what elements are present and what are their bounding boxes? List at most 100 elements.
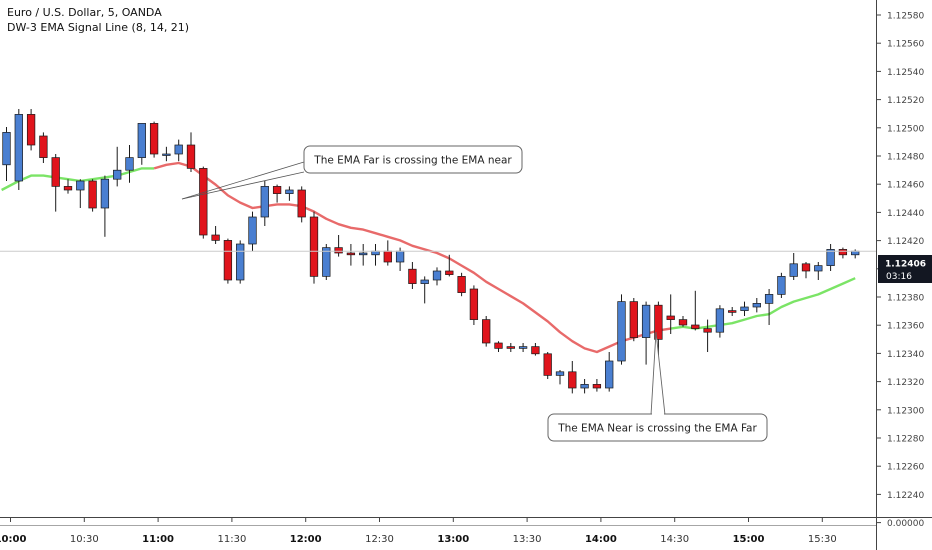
y-tick-label: 1.12460: [887, 181, 924, 191]
y-tick-label: 0.00000: [887, 519, 924, 529]
y-tick-label: 1.12580: [887, 12, 924, 22]
price-tag: 1.12406 03:16: [878, 255, 932, 283]
candle: [359, 244, 368, 266]
x-tick-label: 10:00: [0, 534, 26, 545]
candle-body-down: [149, 123, 159, 155]
x-tick-label: 15:00: [733, 534, 765, 545]
candle: [334, 235, 343, 257]
candle: [211, 226, 220, 244]
x-tick-label: 11:00: [142, 534, 174, 545]
candle-body-up: [359, 252, 368, 256]
candle-body-down: [592, 384, 602, 389]
candle: [531, 343, 540, 356]
candle-body-up: [174, 144, 183, 155]
y-tick-label: 1.12360: [887, 322, 924, 332]
candle-body-up: [76, 180, 85, 191]
candle-body-down: [728, 310, 737, 313]
countdown-value: 03:16: [886, 272, 912, 282]
candle: [162, 146, 171, 162]
candle: [408, 262, 417, 289]
candle-body-down: [334, 247, 343, 254]
y-tick-label: 1.12540: [887, 68, 924, 78]
candle-body-down: [543, 353, 552, 376]
y-tick-label: 1.12340: [887, 350, 924, 360]
candle: [506, 343, 515, 352]
candle-body-down: [408, 268, 417, 284]
candle: [641, 301, 651, 365]
candle-body-up: [555, 371, 565, 376]
candle: [715, 305, 725, 338]
y-tick-label: 1.12420: [887, 237, 924, 247]
candle-body-up: [580, 384, 589, 389]
candle: [543, 352, 552, 379]
ema-far-line: [153, 161, 671, 354]
x-tick-label: 15:30: [808, 534, 837, 545]
candle: [568, 361, 577, 394]
candle: [346, 244, 356, 266]
candle-body-down: [691, 324, 700, 329]
candle: [580, 379, 589, 394]
candle: [789, 253, 798, 280]
candle-body-up: [14, 114, 23, 182]
candle: [51, 154, 60, 212]
candle-body-down: [703, 328, 712, 333]
candle-body-down: [383, 250, 392, 263]
candle-body-up: [617, 301, 626, 362]
y-tick-label: 1.12480: [887, 153, 924, 163]
candle-body-up: [2, 132, 11, 166]
x-tick-label: 12:30: [365, 534, 394, 545]
candle: [88, 179, 97, 212]
ema-near-line: [670, 277, 856, 330]
candle: [617, 294, 626, 365]
candle-body-up: [420, 279, 429, 284]
candle: [26, 109, 36, 151]
callout-near-text: The EMA Near is crossing the EMA Far: [557, 423, 757, 435]
candle-body-down: [654, 304, 663, 340]
candle-body-up: [641, 304, 651, 338]
y-tick-label: 1.12300: [887, 406, 924, 416]
candle-body-down: [469, 288, 479, 320]
candle-body-down: [457, 276, 466, 293]
candle: [113, 146, 122, 187]
candle-body-up: [236, 243, 245, 281]
candle-body-down: [838, 249, 848, 256]
candle-body-down: [199, 168, 208, 236]
candle-body-up: [260, 186, 269, 218]
y-tick-label: 1.12320: [887, 378, 924, 388]
candle: [186, 132, 196, 172]
candle-body-up: [814, 265, 823, 272]
indicator-title[interactable]: DW-3 EMA Signal Line (8, 14, 21): [7, 21, 190, 34]
callout-far-box: [303, 145, 523, 174]
y-tick-label: 1.12380: [887, 294, 924, 304]
candle: [149, 121, 159, 158]
candle-body-up: [764, 294, 774, 304]
candle-body-down: [88, 180, 97, 209]
candle: [322, 244, 331, 280]
candle-body-up: [518, 346, 528, 349]
callouts: The EMA Far is crossing the EMA near The…: [181, 145, 768, 442]
x-tick-label: 14:30: [660, 534, 689, 545]
callout-far-pointer: [181, 171, 305, 200]
candle: [592, 379, 602, 392]
candle: [76, 179, 85, 208]
x-axis[interactable]: 10:00 10:30 11:00 11:30 12:00 12:30 13:00 13:30…: [0, 517, 837, 545]
x-tick-label: 13:30: [513, 534, 542, 545]
callout-far-text: The EMA Far is crossing the EMA near: [313, 155, 512, 167]
candle-body-down: [801, 263, 811, 272]
candle: [383, 240, 392, 266]
y-axis[interactable]: 1.12580 1.12560 1.12540 1.12520 1.12500 1.124…: [876, 12, 924, 530]
candle-body-up: [432, 270, 442, 281]
candle: [838, 247, 848, 259]
candle-body-up: [789, 263, 798, 277]
y-tick-label: 1.12260: [887, 463, 924, 473]
candle: [764, 289, 774, 325]
candle: [605, 352, 614, 392]
candle: [309, 211, 319, 284]
y-tick-label: 1.12240: [887, 491, 924, 501]
candle-body-up: [137, 123, 146, 158]
symbol-title[interactable]: Euro / U.S. Dollar, 5, OANDA: [7, 6, 162, 19]
candle-body-up: [100, 178, 110, 209]
candle: [629, 298, 638, 342]
